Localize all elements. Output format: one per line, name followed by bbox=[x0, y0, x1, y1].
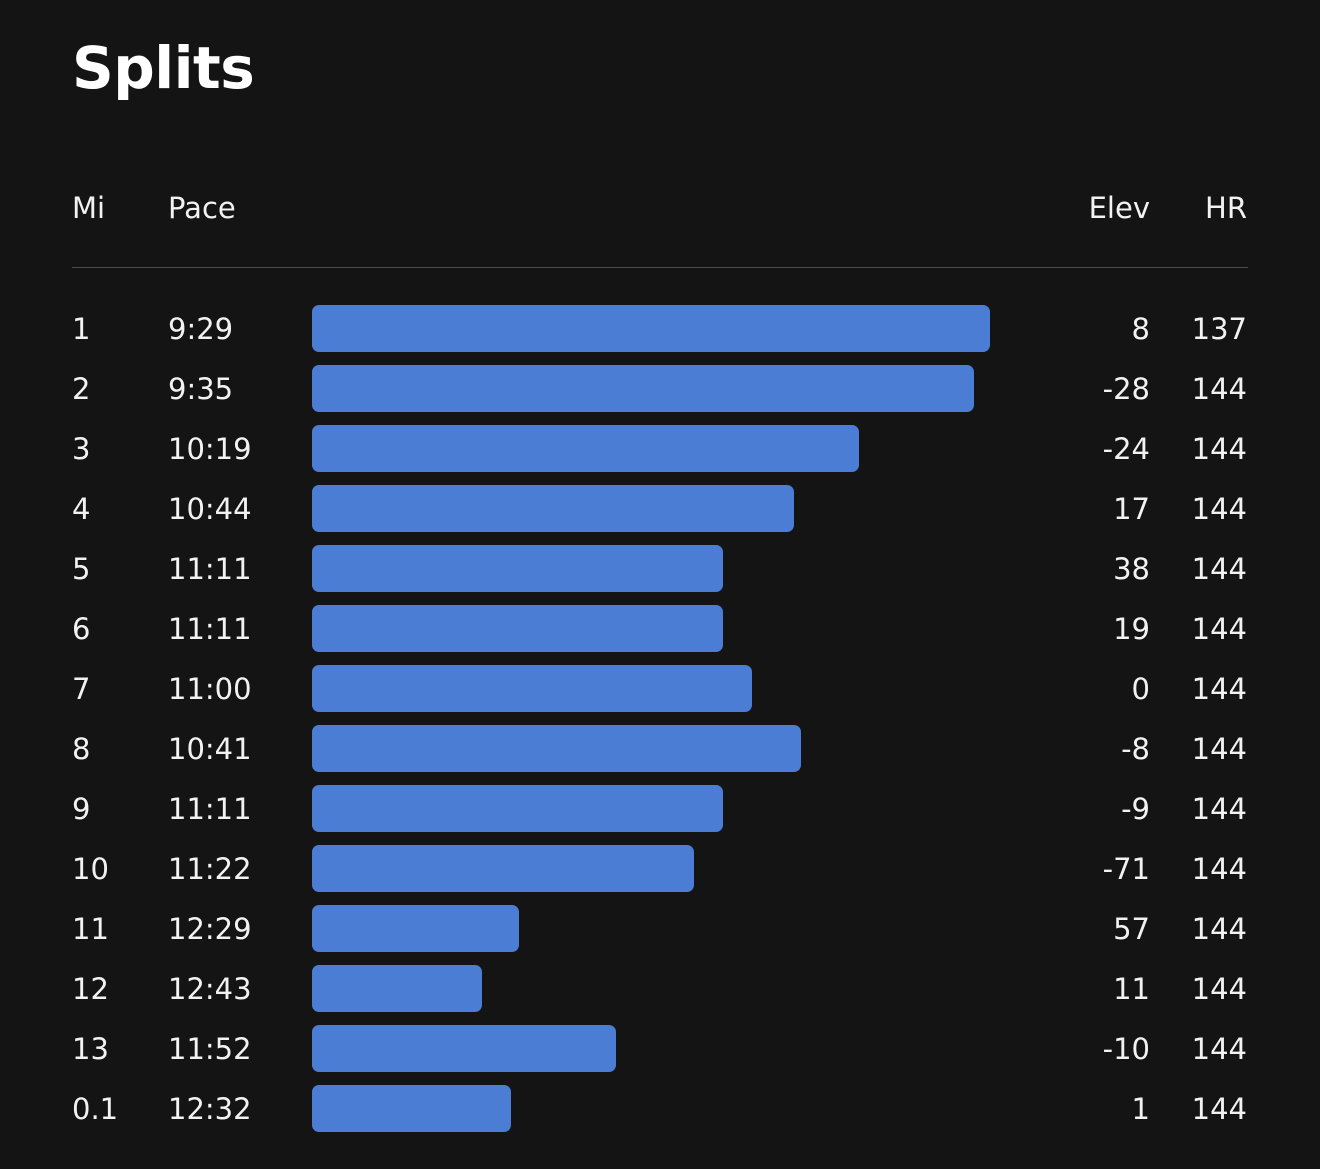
split-hr: 144 bbox=[1191, 372, 1247, 406]
split-mile: 2 bbox=[72, 372, 91, 406]
split-row: 4 10:44 17 144 bbox=[0, 483, 1320, 543]
splits-table-header: Mi Pace Elev HR bbox=[0, 186, 1320, 230]
split-row: 13 11:52 -10 144 bbox=[0, 1023, 1320, 1083]
split-hr: 144 bbox=[1191, 792, 1247, 826]
split-mile: 5 bbox=[72, 552, 91, 586]
split-hr: 137 bbox=[1191, 312, 1247, 346]
column-header-pace: Pace bbox=[168, 191, 236, 225]
split-pace: 11:11 bbox=[168, 612, 252, 646]
split-hr: 144 bbox=[1191, 1032, 1247, 1066]
split-mile: 9 bbox=[72, 792, 91, 826]
split-pace: 11:11 bbox=[168, 552, 252, 586]
split-mile: 0.1 bbox=[72, 1092, 119, 1126]
pace-bar bbox=[312, 545, 723, 592]
pace-bar bbox=[312, 425, 859, 472]
split-pace: 11:00 bbox=[168, 672, 252, 706]
split-hr: 144 bbox=[1191, 492, 1247, 526]
split-hr: 144 bbox=[1191, 552, 1247, 586]
split-row: 5 11:11 38 144 bbox=[0, 543, 1320, 603]
split-elev: -9 bbox=[1121, 792, 1150, 826]
split-hr: 144 bbox=[1191, 432, 1247, 466]
split-row: 11 12:29 57 144 bbox=[0, 903, 1320, 963]
split-elev: 17 bbox=[1113, 492, 1150, 526]
split-mile: 3 bbox=[72, 432, 91, 466]
split-elev: 8 bbox=[1131, 312, 1150, 346]
split-elev: 19 bbox=[1113, 612, 1150, 646]
split-hr: 144 bbox=[1191, 672, 1247, 706]
split-pace: 11:52 bbox=[168, 1032, 252, 1066]
split-row: 12 12:43 11 144 bbox=[0, 963, 1320, 1023]
pace-bar bbox=[312, 605, 723, 652]
split-mile: 4 bbox=[72, 492, 91, 526]
splits-table-body: 1 9:29 8 137 2 9:35 -28 144 3 10:19 -24 144 4 10:44 17… bbox=[0, 303, 1320, 1143]
split-pace: 12:29 bbox=[168, 912, 252, 946]
split-pace: 10:41 bbox=[168, 732, 252, 766]
split-pace: 10:19 bbox=[168, 432, 252, 466]
split-elev: 1 bbox=[1131, 1092, 1150, 1126]
pace-bar bbox=[312, 1085, 511, 1132]
pace-bar bbox=[312, 665, 752, 712]
split-hr: 144 bbox=[1191, 732, 1247, 766]
pace-bar bbox=[312, 965, 482, 1012]
split-hr: 144 bbox=[1191, 852, 1247, 886]
split-row: 2 9:35 -28 144 bbox=[0, 363, 1320, 423]
split-pace: 9:29 bbox=[168, 312, 234, 346]
split-elev: 57 bbox=[1113, 912, 1150, 946]
split-hr: 144 bbox=[1191, 612, 1247, 646]
split-row: 9 11:11 -9 144 bbox=[0, 783, 1320, 843]
split-mile: 10 bbox=[72, 852, 109, 886]
pace-bar bbox=[312, 1025, 616, 1072]
split-row: 10 11:22 -71 144 bbox=[0, 843, 1320, 903]
split-pace: 12:43 bbox=[168, 972, 252, 1006]
split-row: 6 11:11 19 144 bbox=[0, 603, 1320, 663]
split-elev: 38 bbox=[1113, 552, 1150, 586]
pace-bar bbox=[312, 785, 723, 832]
split-elev: 11 bbox=[1113, 972, 1150, 1006]
split-pace: 11:11 bbox=[168, 792, 252, 826]
page-title: Splits bbox=[72, 34, 255, 102]
pace-bar bbox=[312, 845, 694, 892]
split-elev: -8 bbox=[1121, 732, 1150, 766]
split-row: 7 11:00 0 144 bbox=[0, 663, 1320, 723]
split-pace: 9:35 bbox=[168, 372, 234, 406]
split-mile: 11 bbox=[72, 912, 109, 946]
split-hr: 144 bbox=[1191, 972, 1247, 1006]
split-mile: 6 bbox=[72, 612, 91, 646]
split-mile: 7 bbox=[72, 672, 91, 706]
pace-bar bbox=[312, 485, 794, 532]
split-mile: 12 bbox=[72, 972, 109, 1006]
pace-bar bbox=[312, 305, 990, 352]
split-mile: 8 bbox=[72, 732, 91, 766]
split-elev: -71 bbox=[1102, 852, 1150, 886]
split-elev: -10 bbox=[1102, 1032, 1150, 1066]
split-pace: 12:32 bbox=[168, 1092, 252, 1126]
split-hr: 144 bbox=[1191, 1092, 1247, 1126]
split-elev: -28 bbox=[1102, 372, 1150, 406]
pace-bar bbox=[312, 725, 801, 772]
split-row: 1 9:29 8 137 bbox=[0, 303, 1320, 363]
column-header-hr: HR bbox=[1205, 191, 1247, 225]
split-mile: 13 bbox=[72, 1032, 109, 1066]
split-pace: 10:44 bbox=[168, 492, 252, 526]
split-elev: 0 bbox=[1131, 672, 1150, 706]
split-hr: 144 bbox=[1191, 912, 1247, 946]
split-row: 3 10:19 -24 144 bbox=[0, 423, 1320, 483]
header-divider bbox=[72, 267, 1248, 268]
split-row: 0.1 12:32 1 144 bbox=[0, 1083, 1320, 1143]
column-header-elev: Elev bbox=[1088, 191, 1150, 225]
column-header-mi: Mi bbox=[72, 191, 106, 225]
pace-bar bbox=[312, 905, 519, 952]
split-mile: 1 bbox=[72, 312, 91, 346]
split-pace: 11:22 bbox=[168, 852, 252, 886]
pace-bar bbox=[312, 365, 974, 412]
split-row: 8 10:41 -8 144 bbox=[0, 723, 1320, 783]
split-elev: -24 bbox=[1102, 432, 1150, 466]
